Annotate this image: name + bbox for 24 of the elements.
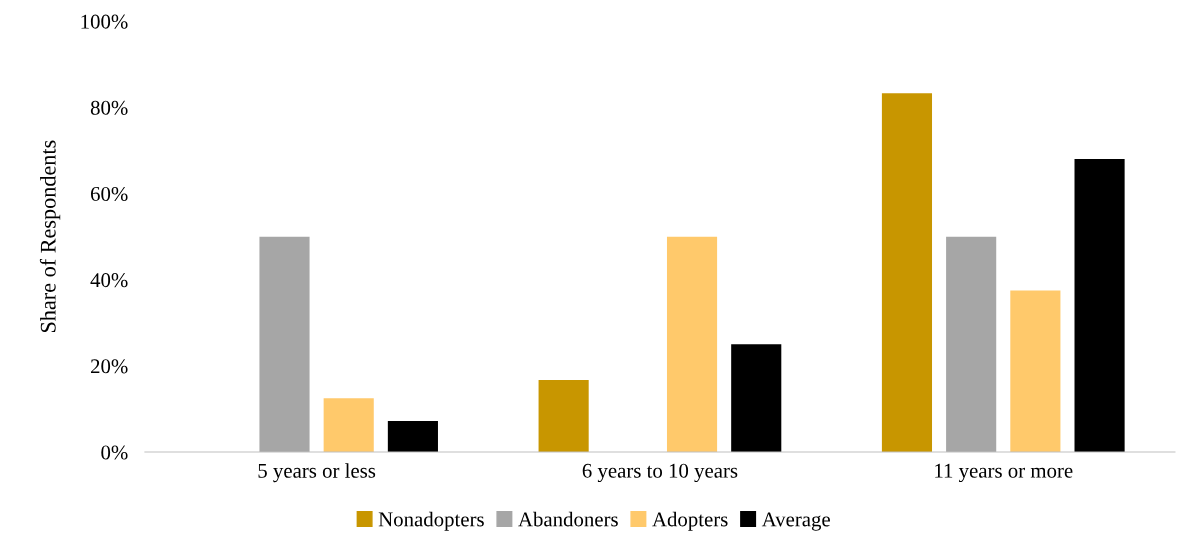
y-axis-title: Share of Respondents [39,140,61,333]
x-tick-label: 6 years to 10 years [582,463,738,483]
y-tick-label: 60% [90,186,128,202]
bar [323,398,374,453]
legend-label: Average [761,512,830,531]
y-tick-label: 0% [101,445,128,460]
x-tick-label: 5 years or less [258,463,376,483]
bar [387,421,438,453]
y-tick-label: 80% [90,100,128,115]
bar [731,344,782,453]
legend-label: Adopters [652,511,728,531]
legend-label: Abandoners [518,511,618,527]
legend-label: Nonadopters [378,511,484,531]
bar [538,380,589,453]
bar [259,236,310,453]
x-tick-label: 11 years or more [935,463,1073,483]
bar [881,93,933,453]
y-tick-label: 20% [91,359,128,374]
bar [1010,290,1061,453]
y-tick-label: 100% [81,14,128,29]
y-tick-label: 40% [90,273,128,288]
bar [666,236,718,453]
bar [946,236,997,453]
bar [1074,159,1125,453]
